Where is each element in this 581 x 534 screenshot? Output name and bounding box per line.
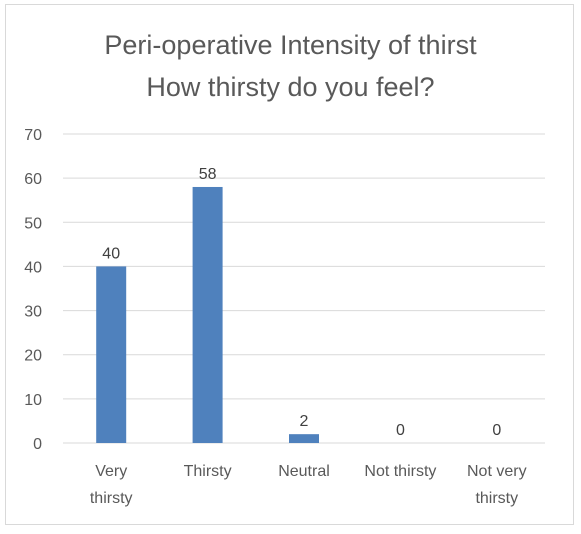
data-label: 0	[396, 422, 405, 439]
x-category-label: Not thirsty	[364, 463, 436, 480]
x-category-label: Very	[95, 463, 127, 480]
x-category-label: Thirsty	[184, 463, 232, 480]
x-category-label: thirsty	[475, 490, 518, 507]
bar	[192, 186, 223, 443]
data-label: 0	[492, 422, 501, 439]
data-label: 40	[102, 245, 120, 262]
data-label: 58	[199, 166, 217, 183]
x-category-label: thirsty	[90, 490, 133, 507]
y-tick-label: 10	[24, 392, 42, 409]
data-label: 2	[300, 413, 309, 430]
chart-title-line-1: Peri-operative Intensity of thirst	[104, 30, 477, 60]
bar	[96, 266, 127, 443]
x-category-label: Neutral	[278, 463, 330, 480]
x-category-label: Not very	[467, 463, 527, 480]
y-tick-label: 70	[24, 127, 42, 144]
chart-title-line-2: How thirsty do you feel?	[146, 72, 435, 102]
y-tick-label: 40	[24, 259, 42, 276]
y-tick-label: 20	[24, 348, 42, 365]
y-tick-label: 50	[24, 215, 42, 232]
y-tick-label: 0	[33, 436, 42, 453]
bar	[289, 434, 319, 443]
y-tick-label: 60	[24, 171, 42, 188]
y-tick-label: 30	[24, 304, 42, 321]
